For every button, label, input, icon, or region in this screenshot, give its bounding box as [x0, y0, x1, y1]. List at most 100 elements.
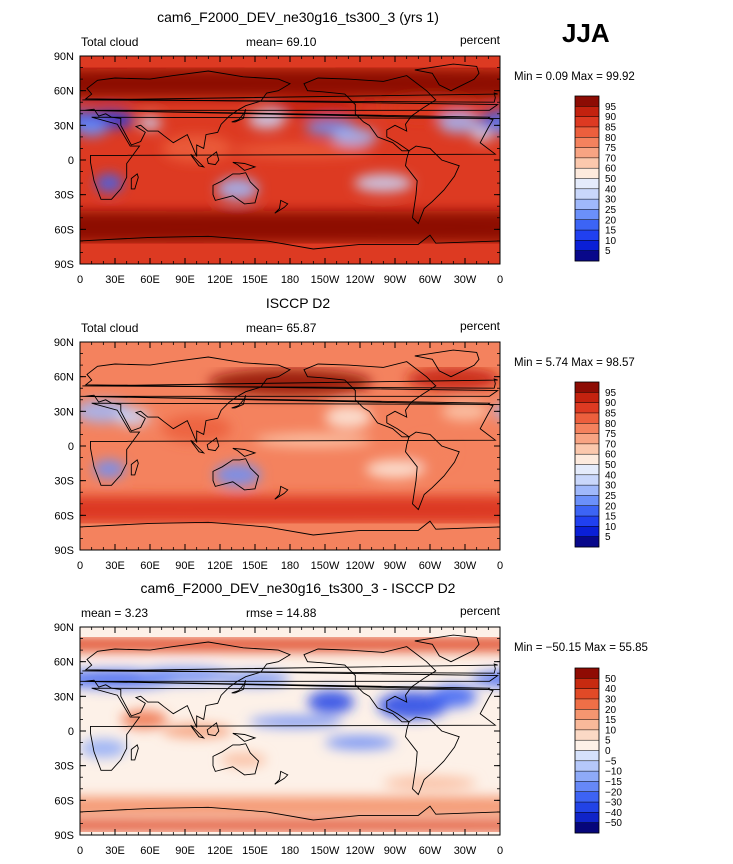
y-tick-label: 30S	[54, 476, 74, 488]
colorbar-label: −10	[605, 767, 622, 778]
colorbar-box	[575, 760, 599, 772]
x-tick-label: 30W	[454, 274, 477, 286]
field-patch	[214, 463, 261, 487]
colorbar-label: −50	[605, 818, 622, 829]
colorbar-box	[575, 740, 599, 751]
x-tick-label: 180	[281, 845, 299, 857]
colorbar-label: 20	[605, 705, 617, 716]
field-patch	[441, 402, 489, 421]
colorbar-box	[575, 423, 599, 434]
colorbar-label: 10	[605, 522, 617, 533]
x-tick-label: 180	[281, 560, 299, 572]
y-tick-label: 60S	[54, 795, 74, 807]
field-patch	[325, 405, 372, 429]
colorbar-box	[575, 443, 599, 455]
y-tick-label: 0	[68, 726, 74, 738]
x-tick-label: 90W	[384, 845, 407, 857]
y-tick-label: 0	[68, 155, 74, 167]
colorbar-box	[575, 698, 599, 710]
colorbar-box	[575, 96, 599, 107]
colorbar-box	[575, 126, 599, 138]
colorbar-label: 25	[605, 491, 617, 502]
colorbar-box	[575, 668, 599, 679]
colorbar-box	[575, 178, 599, 190]
field-patch	[255, 433, 372, 448]
field-patch	[80, 820, 290, 831]
left-label: Total cloud	[81, 35, 138, 49]
colorbar-box	[575, 433, 599, 445]
y-tick-label: 30N	[54, 406, 74, 418]
colorbar-label: 0	[605, 746, 611, 757]
colorbar-box	[575, 199, 599, 210]
x-tick-label: 60W	[419, 845, 442, 857]
colorbar-label: 80	[605, 133, 617, 144]
field-obs	[80, 342, 500, 550]
x-tick-label: 150E	[242, 845, 268, 857]
x-tick-label: 150E	[242, 274, 268, 286]
x-tick-label: 60E	[140, 274, 160, 286]
colorbar-box	[575, 240, 599, 251]
panel-model: cam6_F2000_DEV_ne30g16_ts300_3 (yrs 1) To…	[54, 9, 635, 286]
colorbar-label: 85	[605, 408, 617, 419]
field-patch	[470, 127, 495, 142]
colorbar-box	[575, 688, 599, 700]
field-patch	[138, 116, 162, 130]
colorbar-box	[575, 147, 599, 159]
field-patch	[307, 690, 355, 714]
colorbar-label: 5	[605, 532, 611, 543]
colorbar-label: 90	[605, 398, 617, 409]
colorbar-box	[575, 536, 599, 548]
colorbar-label: 15	[605, 715, 617, 726]
colorbar-box	[575, 209, 599, 221]
colorbar-box	[575, 485, 599, 496]
colorbar-box	[575, 505, 599, 517]
colorbar-box	[575, 188, 599, 200]
x-tick-label: 150W	[311, 845, 340, 857]
x-tick-label: 120W	[346, 560, 375, 572]
y-tick-label: 60N	[54, 372, 74, 384]
y-tick-label: 60N	[54, 657, 74, 669]
field-patch	[80, 798, 290, 815]
x-tick-label: 120E	[207, 274, 233, 286]
colorbar-label: 85	[605, 122, 617, 133]
x-tick-label: 90E	[175, 274, 195, 286]
field-patch	[249, 715, 343, 728]
colorbar-box	[575, 771, 599, 782]
x-tick-label: 150W	[311, 560, 340, 572]
stat-label: mean= 69.10	[246, 35, 317, 49]
left-label: Total cloud	[81, 321, 138, 335]
colorbar-label: −20	[605, 787, 622, 798]
field-patch	[247, 110, 286, 129]
x-tick-label: 150W	[311, 274, 340, 286]
y-tick-label: 30N	[54, 691, 74, 703]
y-tick-label: 90S	[54, 259, 74, 271]
colorbar-box	[575, 454, 599, 465]
x-tick-label: 150E	[242, 560, 268, 572]
field-patch	[266, 98, 361, 118]
field-patch	[494, 404, 500, 419]
y-tick-label: 60S	[54, 224, 74, 236]
field-patch	[80, 638, 290, 651]
x-tick-label: 90W	[384, 560, 407, 572]
colorbar-label: 60	[605, 450, 617, 461]
units-label: percent	[460, 33, 501, 47]
x-tick-label: 120E	[207, 560, 233, 572]
units-label: percent	[460, 604, 501, 618]
colorbar-label: 75	[605, 429, 617, 440]
y-tick-label: 30S	[54, 761, 74, 773]
colorbar-label: −40	[605, 808, 622, 819]
minmax-label: Min = 5.74 Max = 98.57	[514, 357, 635, 369]
panel-title: cam6_F2000_DEV_ne30g16_ts300_3 - ISCCP D…	[141, 580, 456, 596]
x-tick-label: 90E	[175, 560, 195, 572]
y-tick-label: 90N	[54, 622, 74, 634]
y-tick-label: 0	[68, 441, 74, 453]
colorbar-label: 10	[605, 725, 617, 736]
field-patch	[115, 216, 325, 231]
colorbar-label: 50	[605, 460, 617, 471]
stat-label: rmse = 14.88	[246, 606, 317, 620]
y-tick-label: 90S	[54, 545, 74, 557]
colorbar-label: −15	[605, 777, 622, 788]
y-tick-label: 90S	[54, 830, 74, 842]
field-patch	[495, 121, 500, 135]
